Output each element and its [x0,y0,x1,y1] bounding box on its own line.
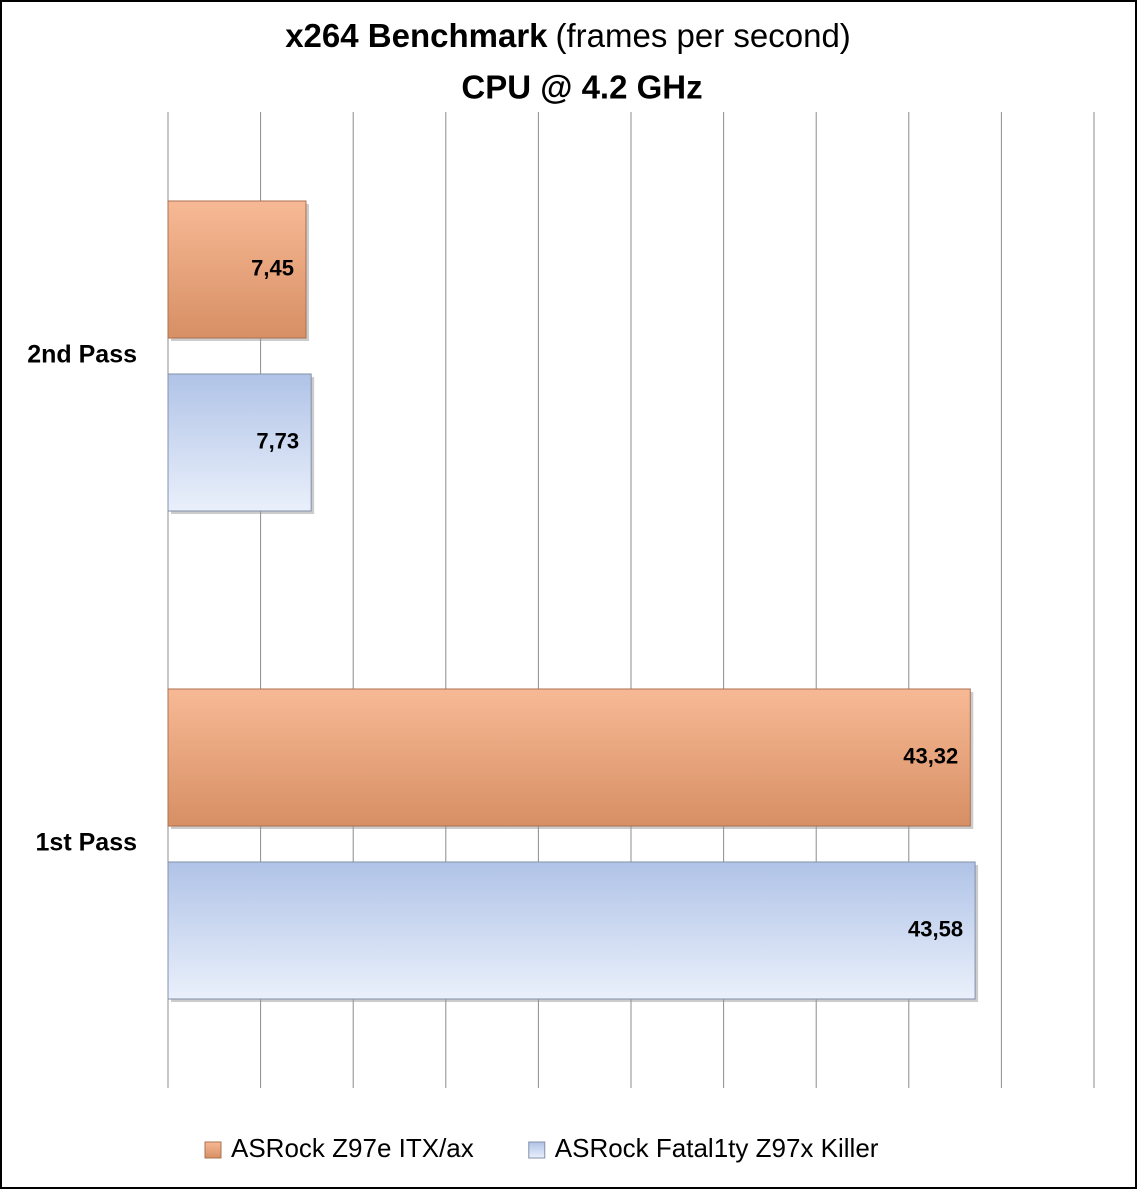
legend-label: ASRock Z97e ITX/ax [231,1133,474,1163]
y-tick-label: 1st Pass [36,829,137,857]
title-note: (frames per second) [556,17,851,54]
data-label: 7,73 [256,428,299,453]
chart-title: x264 Benchmark (frames per second) [285,17,851,54]
legend: ASRock Z97e ITX/ax ASRock Fatal1ty Z97x K… [204,1133,879,1163]
data-label: 43,32 [903,743,958,768]
data-label: 7,45 [251,255,294,280]
bar [167,200,307,339]
bar [167,373,312,512]
legend-swatch [528,1141,546,1159]
bar [167,688,971,827]
y-tick-label: 2nd Pass [27,341,137,369]
legend-swatch [204,1141,222,1159]
legend-label: ASRock Fatal1ty Z97x Killer [555,1133,879,1163]
bar [167,861,976,1000]
data-label: 43,58 [908,916,963,941]
chart-subtitle: CPU @ 4.2 GHz [461,69,702,106]
title-main: x264 Benchmark [285,17,548,54]
